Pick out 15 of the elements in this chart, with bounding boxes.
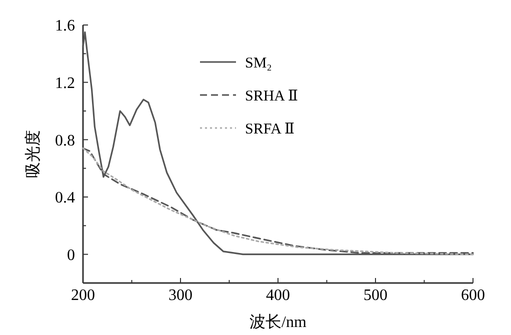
y-axis-title: 吸光度 <box>24 130 42 178</box>
y-tick-label: 0.4 <box>55 190 75 207</box>
legend-label: SRFA Ⅱ <box>245 121 295 138</box>
x-tick-label: 500 <box>364 287 388 304</box>
x-axis-title: 波长/nm <box>250 313 307 331</box>
y-tick-label: 1.2 <box>55 74 75 92</box>
x-tick-label: 300 <box>168 287 192 304</box>
x-tick-label: 200 <box>71 287 95 304</box>
x-tick-label: 600 <box>461 287 485 304</box>
legend-label: SM₂ <box>245 55 272 72</box>
y-tick-label: 1.6 <box>55 18 75 35</box>
x-tick-label: 400 <box>266 287 290 304</box>
y-tick-label: 0.8 <box>55 132 75 150</box>
legend-label: SRHA Ⅱ <box>245 88 298 104</box>
y-tick-label: 0 <box>67 246 75 264</box>
